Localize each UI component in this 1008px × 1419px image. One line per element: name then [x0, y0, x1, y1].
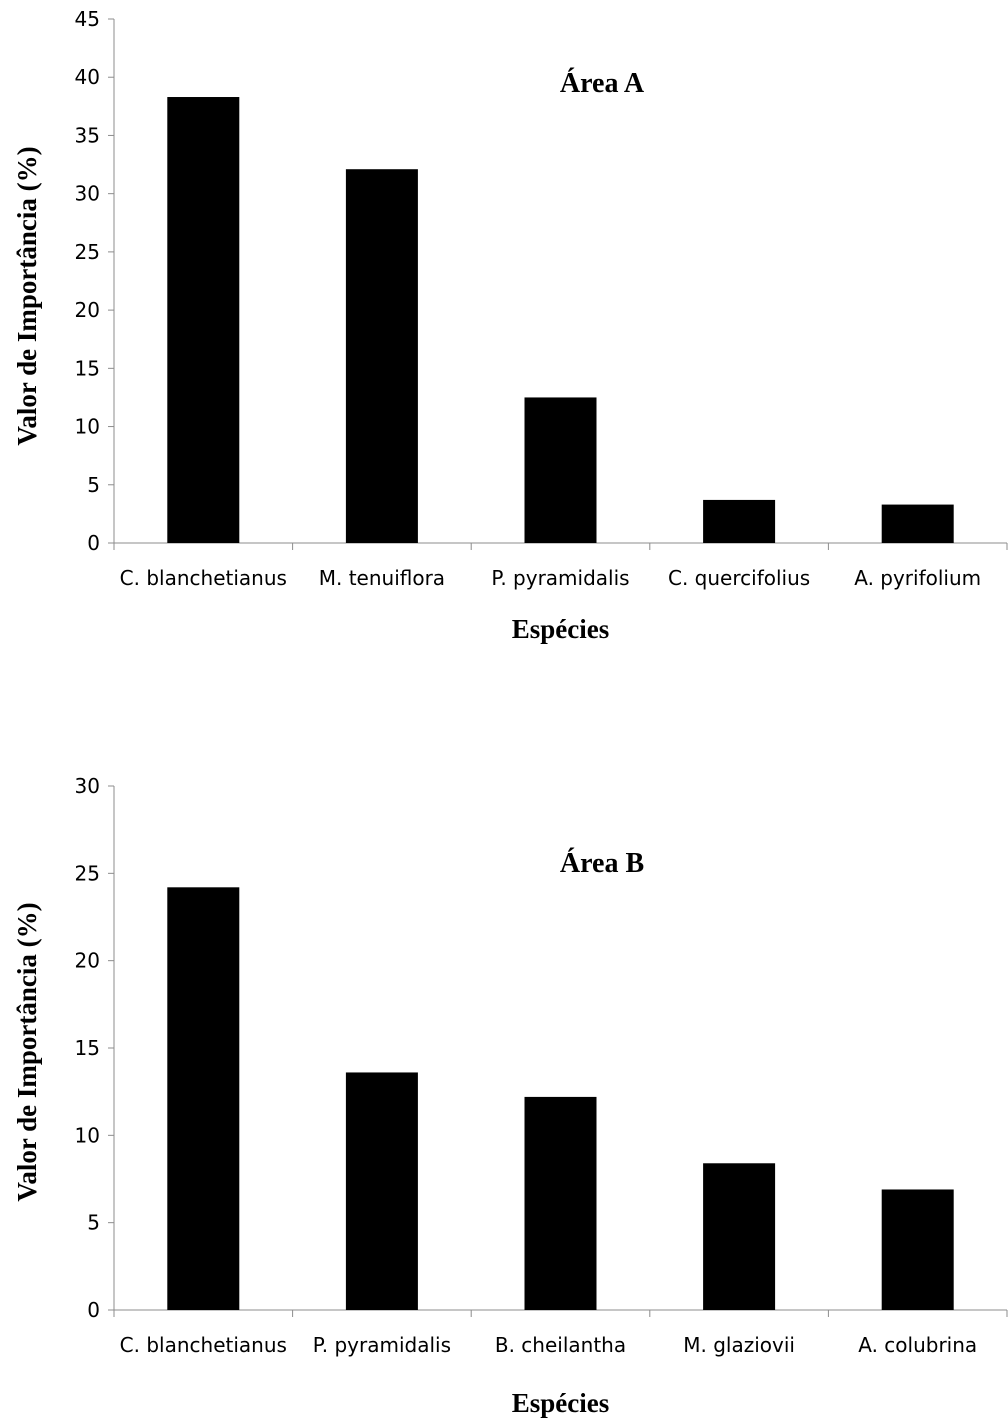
y-tick-label: 0 — [87, 1298, 100, 1322]
bar-c-blanchetianus — [167, 887, 240, 1310]
y-tick-label: 15 — [75, 1036, 100, 1060]
y-tick-label: 35 — [75, 123, 100, 147]
bar-c-blanchetianus — [167, 97, 240, 544]
x-axis-title: Espécies — [512, 614, 610, 644]
chart-area-a: 0 5 10 15 20 25 30 35 40 45 C. blanchetianus M. ten… — [12, 7, 1008, 644]
bar-p-pyramidalis — [345, 1072, 418, 1310]
y-tick-label: 25 — [75, 240, 100, 264]
x-category-label: C. blanchetianus — [120, 566, 287, 590]
x-category-label: P. pyramidalis — [491, 566, 629, 590]
y-axis-title: Valor de Importância (%) — [12, 902, 42, 1201]
y-tick-label: 10 — [75, 1123, 100, 1147]
bar-a-colubrina — [881, 1189, 954, 1310]
bar-m-tenuiflora — [345, 169, 418, 544]
x-category-label: A. pyrifolium — [854, 566, 981, 590]
x-category-label: P. pyramidalis — [313, 1333, 451, 1357]
bar-b-cheilantha — [524, 1096, 597, 1310]
y-tick-label: 5 — [87, 1211, 100, 1235]
y-tick-label: 15 — [75, 356, 100, 380]
chart-title: Área B — [560, 848, 644, 879]
y-tick-label: 20 — [75, 298, 100, 322]
y-axis-title: Valor de Importância (%) — [12, 146, 42, 445]
y-tick-label: 45 — [75, 7, 100, 31]
x-category-label: A. colubrina — [858, 1333, 977, 1357]
y-tick-label: 30 — [75, 774, 100, 798]
x-category-label: C. quercifolius — [668, 566, 810, 590]
chart-title: Área A — [560, 68, 645, 99]
bar-m-glaziovii — [703, 1163, 776, 1310]
chart-area-b: 0 5 10 15 20 25 30 C. blanchetianus P. pyramidal… — [12, 774, 1008, 1418]
bar-c-quercifolius — [703, 499, 776, 543]
x-category-label: M. tenuiflora — [319, 566, 445, 590]
y-tick-label: 10 — [75, 415, 100, 439]
bar-p-pyramidalis — [524, 397, 597, 543]
x-category-label: M. glaziovii — [683, 1333, 795, 1357]
x-axis-title: Espécies — [512, 1388, 610, 1418]
y-tick-label: 5 — [87, 473, 100, 497]
y-tick-label: 40 — [75, 65, 100, 89]
y-tick-label: 25 — [75, 861, 100, 885]
y-tick-label: 20 — [75, 949, 100, 973]
bar-a-pyrifolium — [881, 504, 954, 543]
y-tick-label: 30 — [75, 182, 100, 206]
x-category-label: C. blanchetianus — [120, 1333, 287, 1357]
x-category-label: B. cheilantha — [495, 1333, 626, 1357]
y-tick-label: 0 — [87, 531, 100, 555]
